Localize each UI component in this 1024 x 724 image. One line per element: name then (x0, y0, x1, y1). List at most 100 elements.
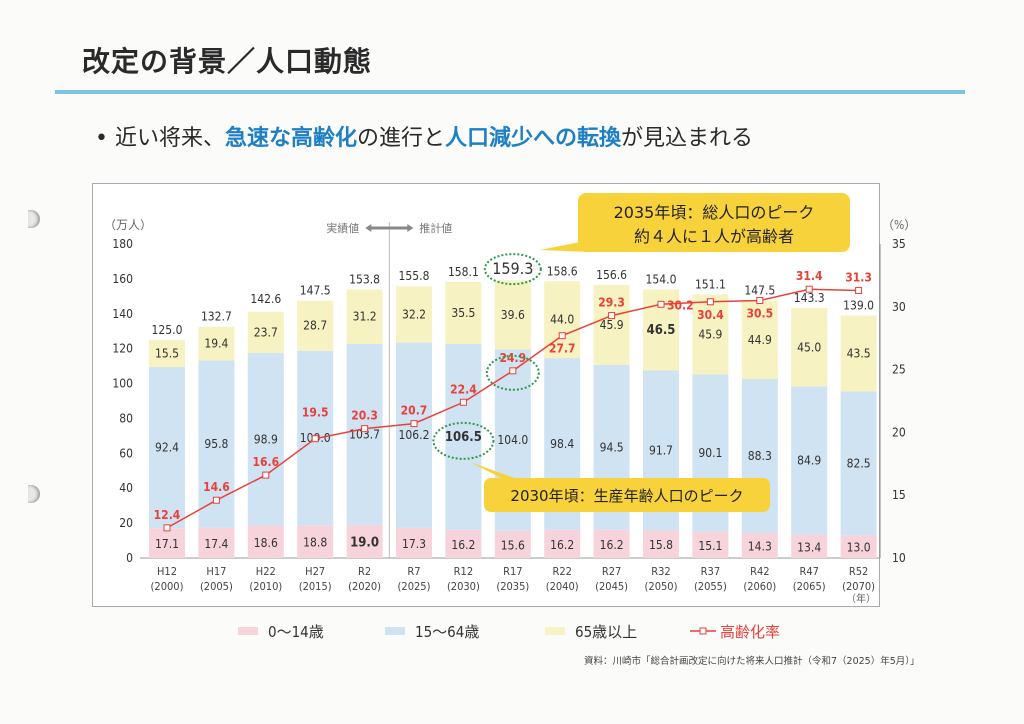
x-tick-year: (2030) (447, 580, 480, 593)
bar-value-label: 17.4 (204, 537, 228, 551)
right-axis-tick: 35 (892, 237, 906, 251)
left-axis-tick: 140 (112, 307, 133, 321)
x-tick-label: R2 (358, 565, 371, 578)
bar-value-label: 44.9 (748, 333, 772, 347)
x-tick-label: H12 (157, 565, 177, 578)
bar-value-label: 45.9 (698, 327, 722, 341)
total-label: 147.5 (300, 284, 331, 298)
bar-value-label: 15.6 (501, 538, 525, 552)
bar-segment (643, 530, 679, 558)
right-axis-tick: 30 (892, 300, 906, 314)
highlight-circle (432, 421, 495, 460)
bar-value-label: 82.5 (847, 456, 871, 470)
bar-segment (396, 527, 432, 558)
x-tick-label: R27 (602, 565, 621, 578)
right-axis-unit: （%） (882, 218, 916, 232)
total-label: 125.0 (152, 323, 183, 337)
bar-segment (346, 524, 383, 558)
callout-box (484, 478, 770, 512)
left-axis-tick: 20 (119, 516, 133, 530)
bar-value-label: 92.4 (155, 441, 179, 455)
total-label: 158.1 (448, 265, 479, 279)
right-axis-tick: 25 (892, 363, 906, 377)
aging-rate-marker (262, 471, 270, 479)
bar-segment (791, 386, 828, 535)
aging-rate-marker (361, 425, 369, 433)
legend-marker (699, 627, 707, 635)
total-label: 143.3 (794, 291, 825, 305)
highlight-text: 人口減少への転換 (445, 126, 622, 151)
x-tick-year: (2005) (200, 580, 233, 593)
left-axis-tick: 0 (126, 551, 133, 565)
aging-rate-label: 16.6 (252, 455, 279, 469)
bar-segment (840, 315, 877, 392)
aging-rate-label: 29.3 (598, 296, 625, 310)
aging-rate-label: 12.4 (154, 508, 181, 522)
x-tick-year: (2025) (398, 580, 431, 593)
aging-rate-label: 22.4 (450, 382, 477, 396)
bar-value-label: 15.1 (698, 539, 722, 553)
bullet-marker: • (95, 126, 108, 151)
aging-rate-label: 19.5 (302, 406, 329, 420)
bullet-segment: の進行と (357, 126, 446, 151)
bar-segment (544, 281, 581, 359)
total-label: 154.0 (646, 272, 677, 286)
total-label: 142.6 (250, 292, 281, 306)
aging-rate-marker (212, 496, 220, 504)
bar-value-label: 106.2 (399, 428, 430, 442)
bar-value-label: 15.5 (155, 346, 179, 360)
bar-segment (149, 528, 185, 558)
bar-value-label: 23.7 (254, 325, 278, 339)
bar-segment (593, 529, 630, 558)
bar-segment (346, 343, 383, 525)
bar-segment (247, 525, 284, 558)
bar-value-label: 84.9 (797, 454, 821, 468)
title-underline (55, 90, 965, 94)
bar-segment (198, 326, 235, 361)
x-tick-year: (2015) (299, 580, 332, 593)
legend-swatch (545, 627, 565, 635)
total-label: 156.6 (596, 268, 627, 282)
x-tick-year: (2010) (249, 580, 282, 593)
aging-rate-label: 30.4 (697, 308, 724, 322)
binder-hole (28, 210, 40, 228)
bar-value-label: 31.2 (353, 310, 377, 324)
aging-rate-marker (657, 300, 665, 308)
bar-segment (692, 531, 729, 558)
callout-text: 約４人に１人が高齢者 (634, 227, 794, 246)
x-tick-label: R37 (701, 565, 720, 578)
legend-swatch (238, 627, 258, 635)
left-axis-unit: （万人） (104, 218, 152, 232)
bar-value-label: 104.0 (497, 433, 528, 447)
bar-value-label: 14.3 (748, 540, 772, 554)
legend-swatch (385, 627, 405, 635)
highlight-circle (483, 253, 542, 286)
bar-value-label: 35.5 (451, 306, 475, 320)
aging-rate-label: 30.5 (746, 307, 773, 321)
bar-value-label: 98.4 (550, 437, 574, 451)
aging-rate-marker (855, 286, 863, 294)
bar-value-label: 98.9 (254, 432, 278, 446)
total-label: 151.1 (695, 277, 726, 291)
bar-value-label: 28.7 (303, 319, 327, 333)
bar-value-label: 15.8 (649, 538, 673, 552)
x-tick-year: (2050) (645, 580, 678, 593)
total-label: 132.7 (201, 310, 232, 324)
bar-value-label: 18.8 (303, 536, 327, 550)
left-axis-tick: 160 (112, 272, 133, 286)
bar-value-label: 19.4 (204, 337, 228, 351)
x-tick-label: R7 (407, 565, 420, 578)
bar-value-label: 16.2 (550, 538, 574, 552)
bar-segment (396, 342, 432, 528)
bar-value-label: 17.3 (402, 537, 426, 551)
legend-label: 65歳以上 (575, 623, 637, 641)
right-axis-tick: 10 (892, 551, 906, 565)
bar-value-label: 18.6 (254, 536, 278, 550)
bar-value-label: 45.9 (600, 318, 624, 332)
x-tick-label: R52 (849, 565, 868, 578)
bar-value-label: 16.2 (600, 538, 624, 552)
bar-value-label: 95.8 (204, 437, 228, 451)
bar-value-label: 46.5 (647, 323, 676, 338)
bar-segment (247, 353, 284, 526)
